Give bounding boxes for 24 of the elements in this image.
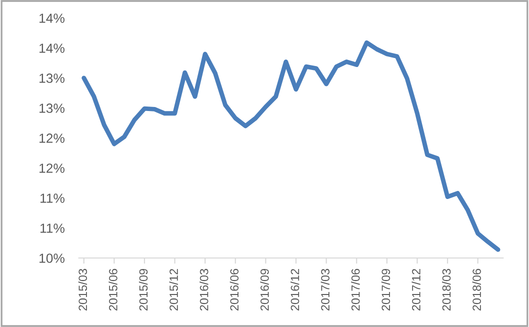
y-tick-label: 14% — [40, 44, 64, 53]
x-tick-label: 2015/12 — [169, 269, 178, 310]
y-tick-label: 10% — [40, 254, 64, 263]
x-tick-label: 2017/12 — [412, 269, 420, 310]
y-tick-label: 13% — [40, 74, 64, 83]
x-tick-label: 2016/06 — [230, 268, 239, 310]
y-tick-label: 13% — [40, 104, 64, 113]
x-tick-label: 2016/03 — [200, 268, 208, 310]
x-tick-label: 2015/03 — [78, 268, 88, 310]
y-tick-label: 11% — [40, 194, 64, 203]
x-tick-label: 2018/06 — [472, 268, 481, 310]
y-tick-label: 12% — [40, 164, 64, 173]
y-tick-label: 14% — [40, 14, 64, 23]
x-tick-label: 2017/06 — [351, 268, 360, 310]
x-tick-label: 2017/09 — [381, 268, 390, 310]
y-tick-label: 12% — [40, 134, 64, 143]
x-tick-label: 2018/03 — [442, 268, 451, 310]
x-tick-label: 2016/12 — [290, 269, 300, 310]
x-tick-label: 2015/09 — [138, 268, 148, 310]
line-series — [82, 40, 500, 252]
x-tick-label: 2017/03 — [320, 268, 330, 310]
x-tick-label: 2015/06 — [108, 268, 118, 310]
y-tick-label: 11% — [40, 224, 64, 233]
x-tick-label: 2016/09 — [260, 268, 269, 310]
